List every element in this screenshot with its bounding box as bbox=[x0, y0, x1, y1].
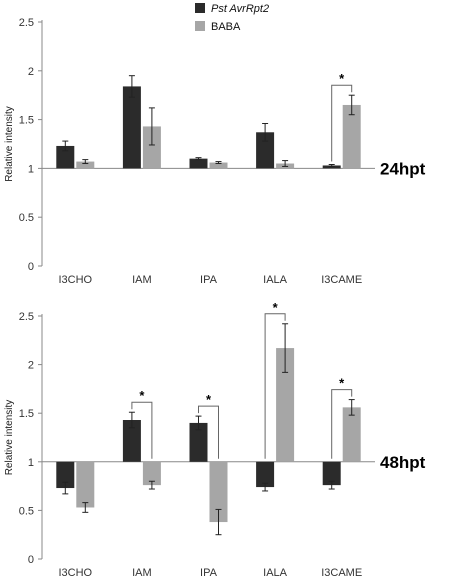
significance-star: * bbox=[339, 376, 345, 391]
significance-bracket bbox=[198, 405, 219, 459]
legend-swatch-pst bbox=[195, 3, 205, 13]
bar-pst bbox=[322, 461, 341, 486]
bar-pst bbox=[122, 86, 141, 169]
x-category-label: I3CHO bbox=[58, 567, 92, 579]
significance-star: * bbox=[206, 392, 212, 407]
y-tick-label: 1 bbox=[28, 163, 34, 175]
bar-baba bbox=[342, 104, 361, 169]
chart-panel-48hpt: 0 0.5 1 1.5 2 2.5 Relative intensity 48hpt I3CHO… bbox=[4, 300, 426, 579]
bar-pst bbox=[56, 145, 75, 169]
chart-panel-24hpt: 0 0.5 1 1.5 2 2.5 Relative intensity 24hpt I3CHO… bbox=[4, 17, 426, 286]
significance-bracket bbox=[131, 401, 153, 459]
panel-label: 48hpt bbox=[380, 453, 426, 472]
significance-star: * bbox=[273, 300, 279, 315]
y-tick-label: 1 bbox=[28, 457, 34, 469]
bar-baba bbox=[142, 461, 161, 486]
significance-star: * bbox=[139, 388, 145, 403]
bar-pst bbox=[256, 461, 275, 488]
y-tick-label: 0 bbox=[28, 261, 34, 273]
bar-pst bbox=[56, 461, 75, 489]
x-category-label: IALA bbox=[263, 567, 288, 579]
bar-pst bbox=[256, 132, 275, 169]
bar-baba bbox=[209, 461, 228, 523]
bar-baba bbox=[342, 407, 361, 462]
significance-bracket bbox=[331, 389, 353, 459]
x-category-label: IAM bbox=[132, 274, 152, 286]
y-tick-label: 2 bbox=[28, 360, 34, 372]
legend: Pst AvrRpt2 BABA bbox=[195, 3, 269, 33]
significance-star: * bbox=[339, 71, 345, 86]
x-category-label: I3CAME bbox=[321, 274, 362, 286]
y-tick-label: 2.5 bbox=[19, 311, 34, 323]
panel-label: 24hpt bbox=[380, 159, 426, 178]
y-tick-label: 1.5 bbox=[19, 408, 34, 420]
bar-baba bbox=[276, 348, 295, 462]
significance-bracket bbox=[264, 313, 286, 459]
bar-baba bbox=[209, 162, 228, 169]
y-tick-label: 0.5 bbox=[19, 212, 34, 224]
legend-label-baba: BABA bbox=[211, 21, 241, 33]
bar-baba bbox=[76, 461, 95, 508]
legend-label-pst: Pst AvrRpt2 bbox=[211, 3, 269, 15]
x-category-label: IAM bbox=[132, 567, 152, 579]
y-axis-title: Relative intensity bbox=[4, 400, 15, 476]
bar-baba bbox=[76, 161, 95, 169]
y-tick-label: 0 bbox=[28, 554, 34, 566]
y-axis-title: Relative intensity bbox=[4, 106, 15, 182]
y-tick-label: 0.5 bbox=[19, 505, 34, 517]
x-category-label: IPA bbox=[200, 567, 218, 579]
bar-baba bbox=[142, 126, 161, 169]
legend-swatch-baba bbox=[195, 21, 205, 31]
y-tick-label: 2.5 bbox=[19, 17, 34, 29]
x-category-label: IALA bbox=[263, 274, 288, 286]
bar-pst bbox=[122, 420, 141, 462]
x-category-label: I3CHO bbox=[58, 274, 92, 286]
x-category-label: I3CAME bbox=[321, 567, 362, 579]
x-category-label: IPA bbox=[200, 274, 218, 286]
bar-pst bbox=[189, 158, 208, 169]
y-tick-label: 2 bbox=[28, 66, 34, 78]
y-tick-label: 1.5 bbox=[19, 115, 34, 127]
significance-bracket bbox=[331, 84, 353, 162]
bar-pst bbox=[189, 422, 208, 462]
